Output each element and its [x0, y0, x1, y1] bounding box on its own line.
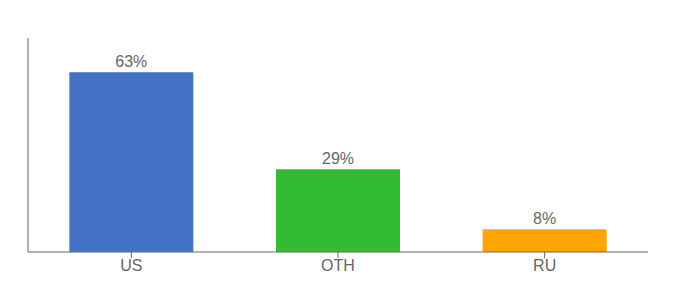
svg-text:63%: 63% [115, 53, 147, 70]
svg-text:RU: RU [533, 257, 556, 274]
svg-text:29%: 29% [322, 150, 354, 167]
svg-text:US: US [120, 257, 142, 274]
svg-text:8%: 8% [533, 210, 556, 227]
svg-text:OTH: OTH [321, 257, 355, 274]
